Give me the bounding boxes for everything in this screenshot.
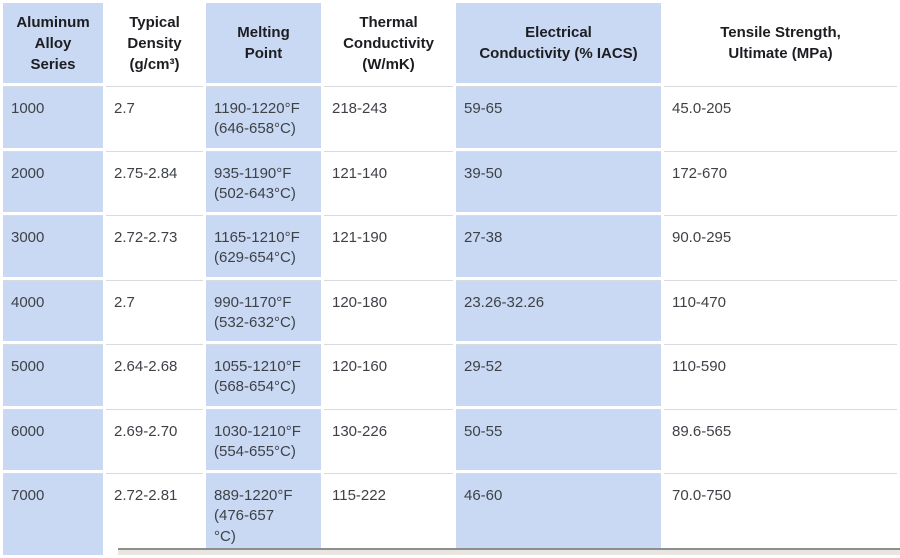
table-cell: 110-470 (664, 279, 897, 341)
table-cell: 889-1220°F (476-657 °C) (206, 473, 321, 555)
table-row: 3000 2.72-2.73 1165-1210°F (629-654°C) 121-… (3, 215, 897, 277)
table-cell: 935-1190°F (502-643°C) (206, 150, 321, 212)
table-cell: 120-180 (324, 279, 453, 341)
bottom-edge-strip (118, 548, 900, 555)
table-cell: 115-222 (324, 473, 453, 555)
table-cell: 121-140 (324, 150, 453, 212)
header-row: Aluminum Alloy Series Typical Density (g/… (3, 3, 897, 83)
table-row: 2000 2.75-2.84 935-1190°F (502-643°C) 121-1… (3, 150, 897, 212)
table-cell: 1000 (3, 86, 103, 148)
column-header: Electrical Conductivity (% IACS) (456, 3, 661, 83)
table-cell: 130-226 (324, 408, 453, 470)
table-cell: 90.0-295 (664, 215, 897, 277)
table-cell: 1030-1210°F (554-655°C) (206, 408, 321, 470)
column-header: Typical Density (g/cm³) (106, 3, 203, 83)
table-cell: 2.72-2.81 (106, 473, 203, 555)
table-row: 1000 2.7 1190-1220°F (646-658°C) 218-243 59-… (3, 86, 897, 148)
table-row: 7000 2.72-2.81 889-1220°F (476-657 °C) 115-… (3, 473, 897, 555)
column-header: Thermal Conductivity (W/mK) (324, 3, 453, 83)
table-cell: 46-60 (456, 473, 661, 555)
table-cell: 110-590 (664, 344, 897, 406)
table-cell: 3000 (3, 215, 103, 277)
table-cell: 23.26-32.26 (456, 279, 661, 341)
table-cell: 29-52 (456, 344, 661, 406)
table-cell: 2000 (3, 150, 103, 212)
table-cell: 4000 (3, 279, 103, 341)
table-row: 6000 2.69-2.70 1030-1210°F (554-655°C) 130-… (3, 408, 897, 470)
table-cell: 990-1170°F (532-632°C) (206, 279, 321, 341)
table-cell: 172-670 (664, 150, 897, 212)
table-body: 1000 2.7 1190-1220°F (646-658°C) 218-243 59-… (3, 86, 897, 555)
table-cell: 2.7 (106, 279, 203, 341)
table-cell: 50-55 (456, 408, 661, 470)
table-cell: 2.75-2.84 (106, 150, 203, 212)
table-cell: 7000 (3, 473, 103, 555)
table-cell: 2.69-2.70 (106, 408, 203, 470)
table-cell: 120-160 (324, 344, 453, 406)
table-cell: 2.64-2.68 (106, 344, 203, 406)
table-cell: 218-243 (324, 86, 453, 148)
table-cell: 5000 (3, 344, 103, 406)
table-cell: 2.7 (106, 86, 203, 148)
table-cell: 2.72-2.73 (106, 215, 203, 277)
table-cell: 1055-1210°F (568-654°C) (206, 344, 321, 406)
table-cell: 121-190 (324, 215, 453, 277)
column-header: Aluminum Alloy Series (3, 3, 103, 83)
table-cell: 59-65 (456, 86, 661, 148)
table-row: 4000 2.7 990-1170°F (532-632°C) 120-180 23.2… (3, 279, 897, 341)
table-cell: 1190-1220°F (646-658°C) (206, 86, 321, 148)
table-cell: 89.6-565 (664, 408, 897, 470)
table-cell: 45.0-205 (664, 86, 897, 148)
table-cell: 70.0-750 (664, 473, 897, 555)
table-cell: 39-50 (456, 150, 661, 212)
table-cell: 27-38 (456, 215, 661, 277)
column-header: Tensile Strength, Ultimate (MPa) (664, 3, 897, 83)
table-cell: 6000 (3, 408, 103, 470)
column-header: Melting Point (206, 3, 321, 83)
table-cell: 1165-1210°F (629-654°C) (206, 215, 321, 277)
table-row: 5000 2.64-2.68 1055-1210°F (568-654°C) 120-… (3, 344, 897, 406)
